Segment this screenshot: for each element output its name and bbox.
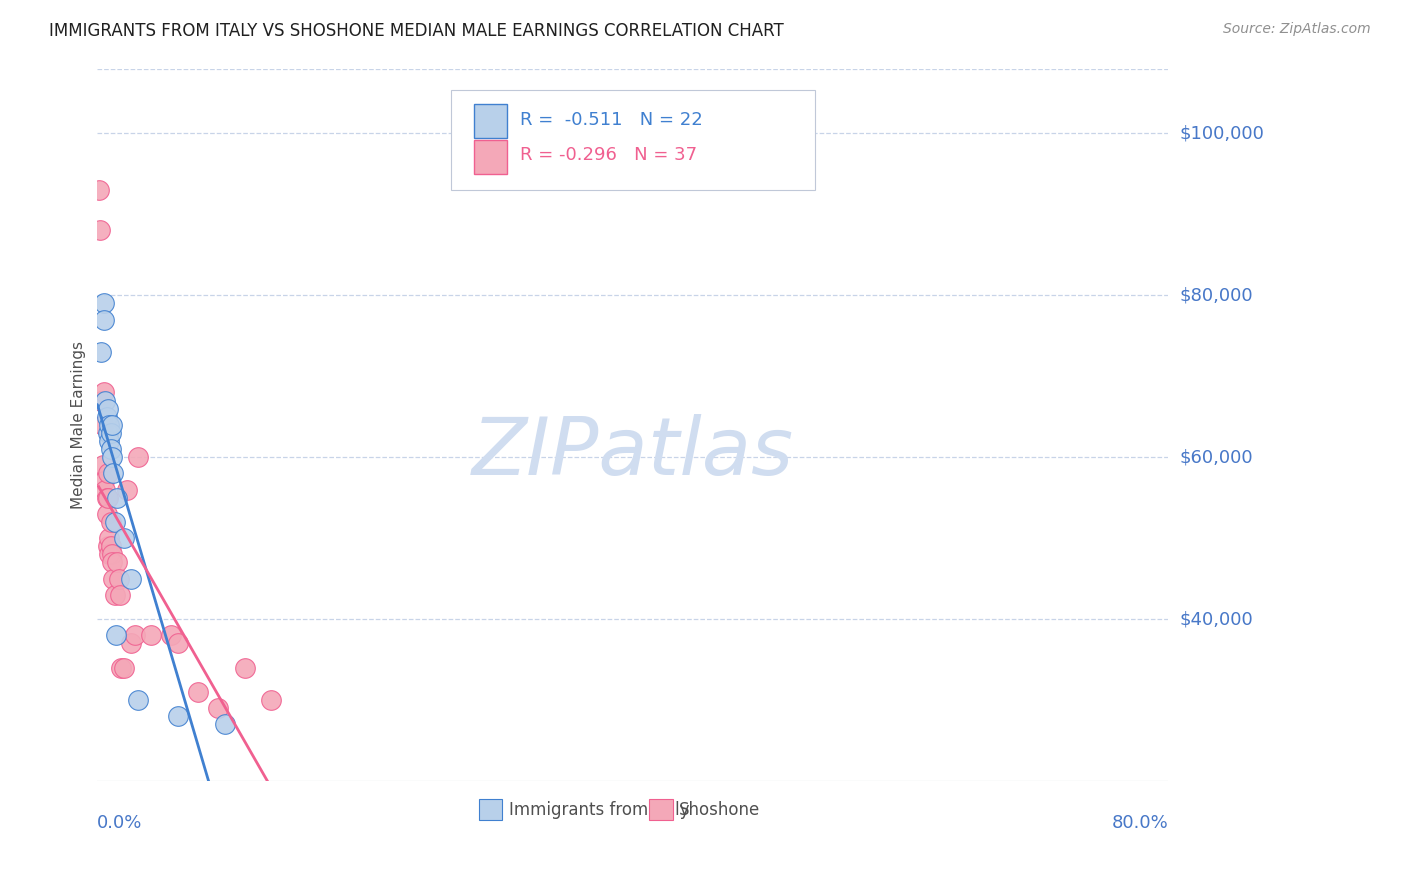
- Point: [93, 385, 115, 400]
- Point: [87, 183, 110, 197]
- Point: [101, 417, 124, 432]
- Point: [103, 467, 125, 481]
- Point: [233, 661, 256, 675]
- Point: [93, 296, 115, 310]
- Point: [97, 491, 120, 505]
- Point: [101, 547, 124, 561]
- Text: IMMIGRANTS FROM ITALY VS SHOSHONE MEDIAN MALE EARNINGS CORRELATION CHART: IMMIGRANTS FROM ITALY VS SHOSHONE MEDIAN…: [49, 22, 785, 40]
- Point: [101, 450, 124, 465]
- Point: [107, 491, 129, 505]
- Text: Immigrants from Italy: Immigrants from Italy: [509, 800, 689, 819]
- Point: [97, 401, 120, 416]
- Point: [96, 491, 118, 505]
- Point: [97, 425, 120, 440]
- Point: [96, 409, 118, 424]
- Point: [107, 572, 129, 586]
- Point: [115, 483, 138, 497]
- Point: [104, 588, 127, 602]
- Point: [91, 417, 114, 432]
- Point: [93, 475, 115, 489]
- Point: [110, 661, 132, 675]
- Point: [166, 709, 188, 723]
- Text: Shoshone: Shoshone: [679, 800, 761, 819]
- Point: [97, 467, 120, 481]
- Text: ZIPatlas: ZIPatlas: [472, 414, 794, 492]
- Text: R = -0.296   N = 37: R = -0.296 N = 37: [520, 146, 697, 164]
- Point: [93, 312, 115, 326]
- Text: $80,000: $80,000: [1180, 286, 1253, 304]
- Point: [124, 628, 146, 642]
- Point: [98, 434, 121, 448]
- Point: [120, 636, 142, 650]
- Point: [97, 539, 120, 553]
- Text: Source: ZipAtlas.com: Source: ZipAtlas.com: [1223, 22, 1371, 37]
- Point: [187, 685, 209, 699]
- Point: [104, 515, 127, 529]
- FancyBboxPatch shape: [451, 90, 815, 190]
- Point: [100, 425, 122, 440]
- Point: [108, 588, 131, 602]
- Point: [207, 701, 229, 715]
- Point: [94, 393, 117, 408]
- FancyBboxPatch shape: [474, 140, 506, 174]
- Point: [100, 515, 122, 529]
- Point: [96, 507, 118, 521]
- Point: [127, 693, 149, 707]
- Point: [98, 531, 121, 545]
- Point: [90, 393, 112, 408]
- FancyBboxPatch shape: [474, 104, 506, 138]
- Point: [100, 442, 122, 456]
- Point: [103, 572, 125, 586]
- Text: $40,000: $40,000: [1180, 610, 1253, 628]
- Point: [94, 483, 117, 497]
- Point: [90, 345, 112, 359]
- Point: [260, 693, 283, 707]
- Point: [120, 572, 142, 586]
- Text: 0.0%: 0.0%: [97, 814, 143, 832]
- Point: [139, 628, 162, 642]
- Point: [98, 547, 121, 561]
- Text: 80.0%: 80.0%: [1112, 814, 1168, 832]
- Y-axis label: Median Male Earnings: Median Male Earnings: [72, 341, 86, 508]
- Point: [112, 531, 135, 545]
- Point: [98, 417, 121, 432]
- FancyBboxPatch shape: [650, 799, 672, 821]
- Text: R =  -0.511   N = 22: R = -0.511 N = 22: [520, 111, 703, 128]
- Point: [100, 539, 122, 553]
- Point: [89, 223, 111, 237]
- Point: [91, 458, 114, 473]
- Point: [101, 556, 124, 570]
- Point: [214, 717, 236, 731]
- Text: $60,000: $60,000: [1180, 448, 1253, 467]
- Text: $100,000: $100,000: [1180, 124, 1264, 143]
- Point: [112, 661, 135, 675]
- Point: [127, 450, 149, 465]
- Point: [105, 628, 128, 642]
- Point: [160, 628, 183, 642]
- Point: [107, 556, 129, 570]
- FancyBboxPatch shape: [478, 799, 502, 821]
- Point: [166, 636, 188, 650]
